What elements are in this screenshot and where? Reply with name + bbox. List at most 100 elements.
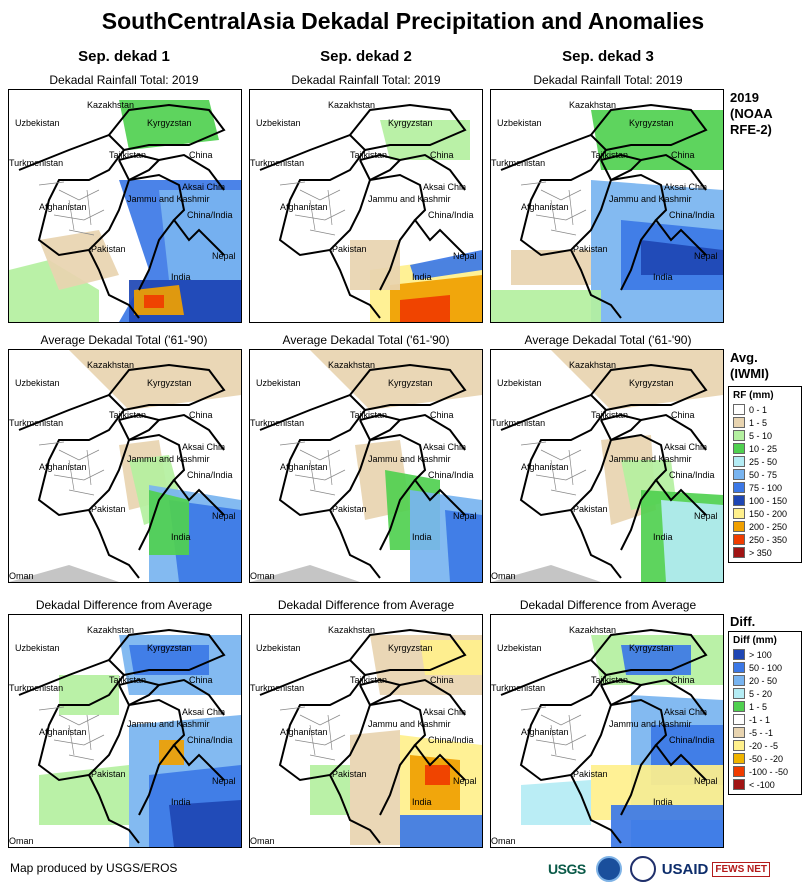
country-border: [108, 628, 226, 676]
map-label-aksai-chin: Aksai Chin: [423, 442, 466, 452]
province-border: [540, 714, 582, 726]
province-border: [299, 714, 341, 726]
province-border: [540, 189, 582, 201]
panel-label: Dekadal Difference from Average: [277, 598, 455, 612]
map-label-kyrgyzstan: Kyrgyzstan: [147, 643, 192, 653]
difference-legend-item: -5 - -1: [733, 726, 797, 739]
map-label-oman: Oman: [9, 571, 34, 581]
province-border: [58, 714, 100, 726]
map-label-jammu-kashmir: Jammu and Kashmir: [368, 454, 451, 464]
map-label-kazakhstan: Kazakhstan: [569, 100, 616, 110]
map-label-china-india: China/India: [669, 470, 715, 480]
map-label-kazakhstan: Kazakhstan: [328, 360, 375, 370]
map-label-nepal: Nepal: [694, 776, 718, 786]
difference-legend-item: < -100: [733, 778, 797, 791]
country-border: [620, 479, 657, 551]
rainfall-legend-item: 50 - 75: [733, 468, 797, 481]
map-label-aksai-chin: Aksai Chin: [423, 707, 466, 717]
map-label-china: China: [189, 410, 213, 420]
country-border: [500, 393, 613, 517]
province-border: [58, 189, 100, 201]
map-label-china: China: [430, 150, 454, 160]
country-border: [108, 103, 226, 151]
country-border: [18, 393, 131, 517]
rainfall-legend-swatch: [733, 456, 745, 467]
panel-label: Dekadal Rainfall Total: 2019: [49, 73, 199, 87]
map-label-uzbekistan: Uzbekistan: [15, 643, 60, 653]
precip-region: [9, 565, 119, 582]
precip-region: [511, 250, 591, 285]
province-border: [535, 469, 587, 481]
map-label-kazakhstan: Kazakhstan: [569, 360, 616, 370]
rainfall-legend-swatch: [733, 469, 745, 480]
map-label-aksai-chin: Aksai Chin: [664, 182, 707, 192]
map-label-china: China: [671, 150, 695, 160]
precip-region: [9, 260, 99, 322]
map-label-oman: Oman: [250, 571, 275, 581]
map-rainfall-dekad-3: Kazakhstan Uzbekistan Kyrgyzstan Turkmenist…: [490, 89, 724, 323]
province-border: [86, 714, 92, 751]
country-border: [259, 133, 372, 257]
province-border: [550, 229, 577, 236]
rainfall-legend-label: 200 - 250: [749, 521, 788, 532]
map-rainfall-dekad-1: Kazakhstan Uzbekistan Kyrgyzstan Turkmenist…: [8, 89, 242, 323]
rainfall-legend-item: 1 - 5: [733, 416, 797, 429]
country-border: [590, 103, 708, 151]
country-border: [590, 628, 708, 676]
map-label-aksai-chin: Aksai Chin: [664, 707, 707, 717]
map-label-tajikistan: Tajikistan: [350, 410, 387, 420]
map-label-turkmenistan: Turkmenistan: [491, 418, 545, 428]
map-label-tajikistan: Tajikistan: [109, 410, 146, 420]
province-border: [38, 181, 65, 186]
difference-legend-item: 5 - 20: [733, 687, 797, 700]
difference-legend-swatch: [733, 766, 745, 777]
map-label-oman: Oman: [9, 836, 34, 846]
country-border: [138, 479, 175, 551]
page-title: SouthCentralAsia Dekadal Precipitation a…: [101, 8, 705, 34]
difference-legend-label: 20 - 50: [749, 675, 778, 686]
map-label-afghanistan: Afghanistan: [39, 727, 87, 737]
rainfall-legend-item: 150 - 200: [733, 507, 797, 520]
map-canvas: Kazakhstan Uzbekistan Kyrgyzstan Turkmenist…: [9, 625, 241, 847]
province-border: [279, 441, 306, 446]
row-side-label-avg: Avg. (IWMI): [730, 350, 769, 381]
rainfall-legend-label: 50 - 75: [749, 469, 778, 480]
precip-region: [641, 240, 723, 275]
map-label-india: India: [171, 272, 191, 282]
country-border: [500, 658, 613, 782]
map-label-tajikistan: Tajikistan: [109, 675, 146, 685]
rainfall-legend-item: 0 - 1: [733, 403, 797, 416]
precip-region: [39, 230, 119, 290]
map-label-pakistan: Pakistan: [332, 244, 367, 254]
map-label-pakistan: Pakistan: [91, 244, 126, 254]
country-border: [570, 249, 622, 319]
map-label-tajikistan: Tajikistan: [350, 675, 387, 685]
precip-region: [380, 120, 470, 160]
map-label-aksai-chin: Aksai Chin: [182, 182, 225, 192]
province-border: [568, 189, 574, 226]
province-border: [550, 489, 577, 496]
map-canvas: Kazakhstan Uzbekistan Kyrgyzstan Turkmenist…: [9, 350, 241, 582]
country-border: [610, 698, 707, 781]
province-border: [53, 209, 105, 221]
precip-region: [69, 350, 241, 410]
country-border: [88, 774, 140, 844]
rainfall-legend-swatch: [733, 547, 745, 558]
map-label-afghanistan: Afghanistan: [521, 462, 569, 472]
difference-legend-item: -1 - 1: [733, 713, 797, 726]
map-label-jammu-kashmir: Jammu and Kashmir: [609, 454, 692, 464]
country-border: [590, 363, 708, 411]
map-rainfall-dekad-2: Kazakhstan Uzbekistan Kyrgyzstan Turkmenist…: [249, 89, 483, 323]
province-border: [520, 181, 547, 186]
map-label-kyrgyzstan: Kyrgyzstan: [147, 118, 192, 128]
map-label-nepal: Nepal: [212, 776, 236, 786]
country-border: [500, 133, 613, 257]
country-border: [158, 153, 225, 191]
rainfall-legend-label: > 350: [749, 547, 772, 558]
difference-legend-swatch: [733, 688, 745, 699]
map-canvas: Kazakhstan Uzbekistan Kyrgyzstan Turkmenist…: [491, 100, 723, 322]
map-label-turkmenistan: Turkmenistan: [491, 683, 545, 693]
precip-region: [159, 190, 241, 280]
map-label-nepal: Nepal: [212, 251, 236, 261]
map-canvas: Kazakhstan Uzbekistan Kyrgyzstan Turkmenist…: [250, 100, 482, 322]
